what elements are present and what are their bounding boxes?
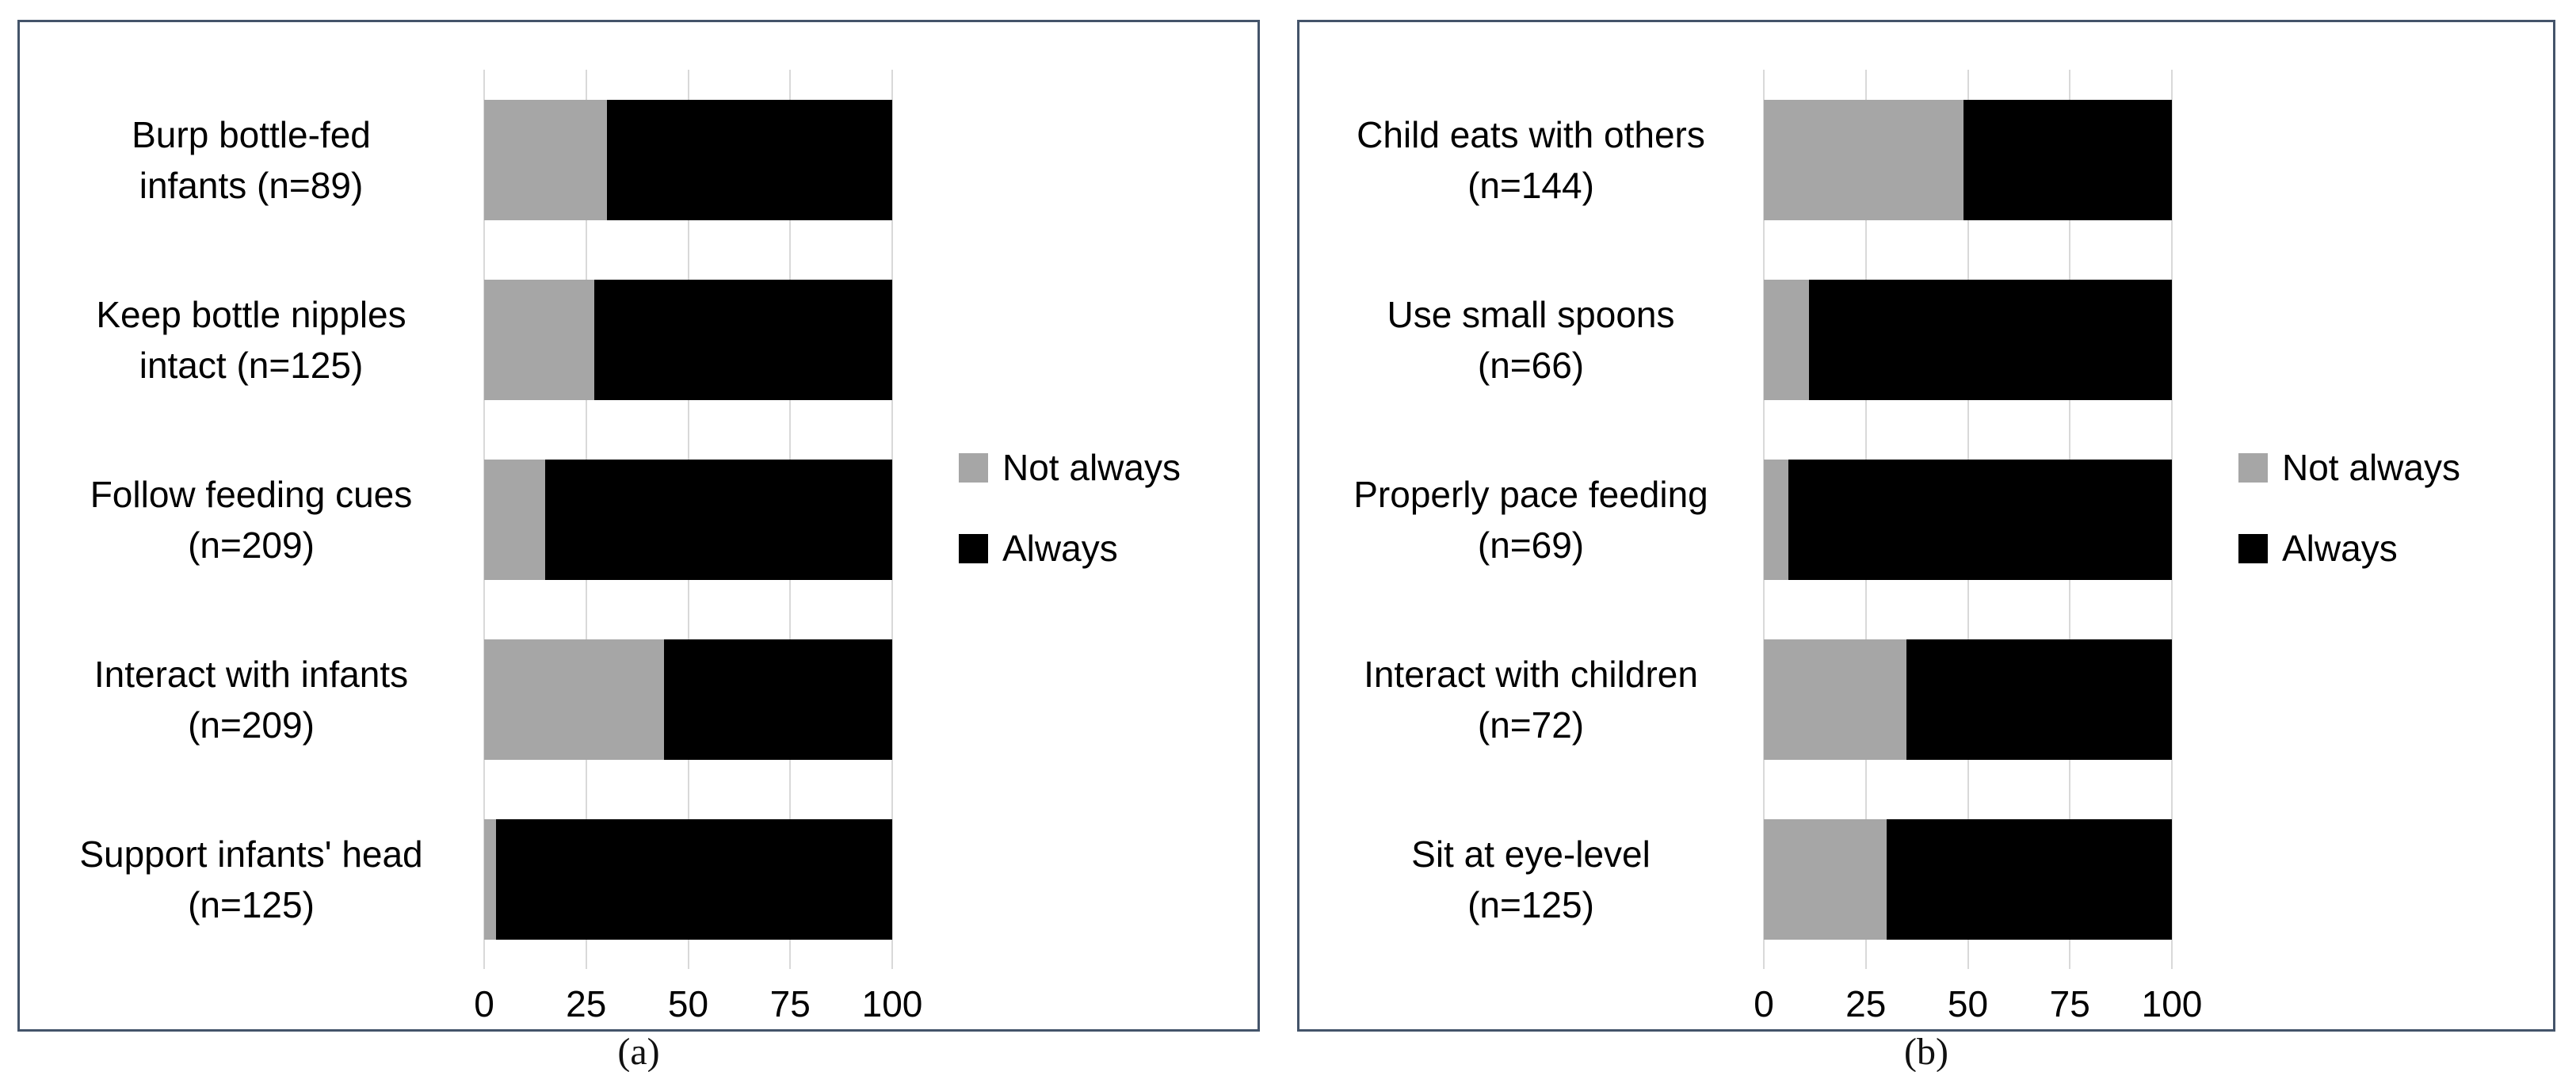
- stacked-bar: [1764, 818, 2172, 940]
- category-label: Burp bottle-fed infants (n=89): [132, 113, 371, 206]
- category-axis-a: Burp bottle-fed infants (n=89) Keep bott…: [34, 70, 468, 969]
- stacked-bar: [484, 459, 892, 580]
- bar-segment-not-always: [1764, 818, 1887, 940]
- bar-segment-always: [496, 818, 892, 940]
- legend-b: Not always Always: [2238, 446, 2460, 570]
- x-tick: 50: [1947, 983, 1989, 1024]
- x-tick: 0: [474, 983, 494, 1024]
- legend-item-not-always: Not always: [2238, 446, 2460, 489]
- x-tick: 25: [1845, 983, 1887, 1024]
- category-label: Follow feeding cues (n=209): [90, 473, 413, 566]
- plot-area-a: [483, 70, 893, 969]
- bar-segment-not-always: [1764, 459, 1788, 580]
- subfigure-caption-b: (b): [1904, 1031, 1948, 1072]
- x-axis-a: 0 25 50 75 100: [474, 982, 922, 1028]
- bar-segment-not-always: [1764, 639, 1907, 760]
- x-axis-b: 0 25 50 75 100: [1754, 982, 2202, 1028]
- category-label: Child eats with others (n=144): [1357, 113, 1705, 206]
- legend-item-always: Always: [2238, 527, 2460, 570]
- x-tick: 75: [769, 983, 811, 1024]
- bar-segment-not-always: [484, 279, 595, 400]
- bar-segment-not-always: [1764, 99, 1964, 220]
- chart-panel-a: Burp bottle-fed infants (n=89) Keep bott…: [17, 20, 1260, 1032]
- chart-panel-a-inner: Burp bottle-fed infants (n=89) Keep bott…: [20, 22, 1257, 1029]
- category-label: Keep bottle nipples intact (n=125): [96, 293, 406, 386]
- category-label: Use small spoons (n=66): [1387, 293, 1675, 386]
- x-tick: 100: [2141, 983, 2203, 1024]
- stacked-bar: [484, 279, 892, 400]
- bar-segment-always: [606, 99, 892, 220]
- plot-area-b: [1763, 70, 2173, 969]
- subfigure-caption-a: (a): [617, 1031, 660, 1072]
- legend-item-always: Always: [959, 527, 1181, 570]
- category-axis-b: Child eats with others (n=144) Use small…: [1314, 70, 1748, 969]
- x-tick: 50: [667, 983, 709, 1024]
- legend-label: Always: [1002, 528, 1118, 569]
- category-label: Properly pace feeding (n=69): [1353, 473, 1708, 566]
- x-tick: 25: [566, 983, 607, 1024]
- not-always-swatch-icon: [2238, 452, 2268, 483]
- stacked-bar: [1764, 279, 2172, 400]
- bar-segment-always: [594, 279, 892, 400]
- gridline-100: [891, 70, 893, 969]
- bar-segment-not-always: [484, 639, 664, 760]
- bar-segment-always: [1808, 279, 2172, 400]
- bar-segment-always: [1788, 459, 2172, 580]
- bar-segment-not-always: [484, 99, 607, 220]
- x-tick: 100: [861, 983, 923, 1024]
- legend-item-not-always: Not always: [959, 446, 1181, 489]
- stacked-bar: [484, 818, 892, 940]
- bar-segment-always: [1963, 99, 2172, 220]
- category-label: Interact with infants (n=209): [93, 653, 409, 746]
- legend-label: Always: [2282, 528, 2398, 569]
- chart-panel-b: Child eats with others (n=144) Use small…: [1297, 20, 2555, 1032]
- category-label: Support infants' head (n=125): [79, 833, 423, 925]
- stacked-bar: [1764, 639, 2172, 760]
- bar-segment-always: [1906, 639, 2172, 760]
- gridline-100: [2171, 70, 2173, 969]
- x-tick: 75: [2049, 983, 2090, 1024]
- stacked-bar: [484, 639, 892, 760]
- bar-segment-always: [663, 639, 892, 760]
- bar-segment-not-always: [484, 459, 546, 580]
- category-label: Sit at eye-level (n=125): [1411, 833, 1651, 925]
- stacked-bar: [1764, 99, 2172, 220]
- bar-segment-not-always: [484, 818, 497, 940]
- legend-a: Not always Always: [959, 446, 1181, 570]
- bar-segment-always: [545, 459, 892, 580]
- bar-series-b: [1764, 70, 2172, 969]
- chart-panel-b-inner: Child eats with others (n=144) Use small…: [1299, 22, 2553, 1029]
- bar-segment-always: [1886, 818, 2172, 940]
- category-label: Interact with children (n=72): [1364, 653, 1698, 746]
- always-swatch-icon: [2238, 533, 2268, 563]
- x-tick: 0: [1754, 983, 1774, 1024]
- stacked-bar: [484, 99, 892, 220]
- bar-series-a: [484, 70, 892, 969]
- bar-segment-not-always: [1764, 279, 1809, 400]
- legend-label: Not always: [1002, 447, 1181, 488]
- not-always-swatch-icon: [959, 452, 988, 483]
- stacked-bar: [1764, 459, 2172, 580]
- always-swatch-icon: [959, 533, 988, 563]
- legend-label: Not always: [2282, 447, 2460, 488]
